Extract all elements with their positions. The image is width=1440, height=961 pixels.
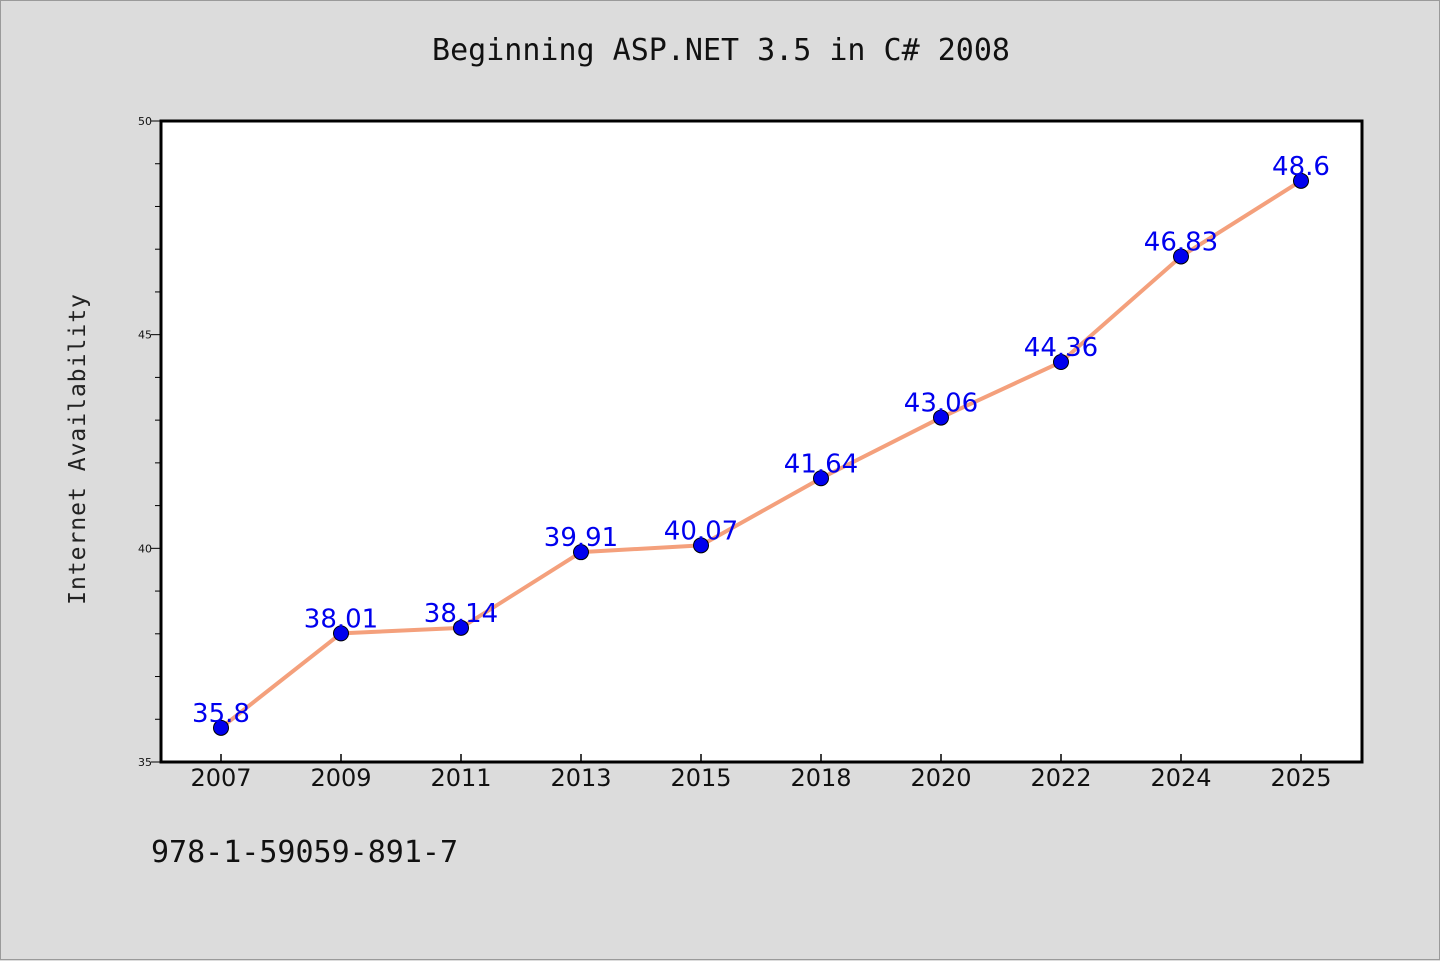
x-tick-label: 2022 (1030, 764, 1091, 792)
data-label: 48.6 (1272, 152, 1330, 182)
x-tick-label: 2018 (790, 764, 851, 792)
x-axis: 2007 2009 2011 2013 2015 2018 2020 2022 2024 2025 (190, 754, 1332, 792)
chart-title: Beginning ASP.NET 3.5 in C# 2008 (432, 33, 1010, 68)
data-label: 44.36 (1024, 333, 1098, 363)
data-label: 39.91 (544, 523, 618, 553)
data-label: 41.64 (784, 449, 858, 479)
data-labels: 35.8 38.01 38.14 39.91 40.07 41.64 43.06 44.36 4… (192, 152, 1330, 729)
data-label: 38.01 (304, 604, 378, 634)
x-tick-label: 2007 (190, 764, 251, 792)
data-point (933, 409, 949, 426)
x-tick-label: 2020 (910, 764, 971, 792)
series-markers (213, 172, 1309, 736)
y-tick-label: 50 (138, 115, 152, 128)
x-tick-label: 2011 (430, 764, 491, 792)
y-tick-label: 35 (138, 756, 152, 769)
data-label: 38.14 (424, 599, 498, 629)
plot-frame (159, 119, 1364, 764)
isbn-footer: 978-1-59059-891-7 (151, 835, 459, 870)
x-tick-label: 2024 (1150, 764, 1211, 792)
x-tick-label: 2009 (310, 764, 371, 792)
data-label: 40.07 (664, 516, 738, 546)
data-point (1173, 248, 1189, 265)
data-point (213, 719, 229, 736)
data-point (1053, 354, 1069, 371)
y-tick-label: 40 (138, 542, 152, 555)
data-point (453, 619, 469, 636)
x-tick-label: 2025 (1270, 764, 1331, 792)
data-point (813, 470, 829, 487)
series-line (219, 179, 1303, 730)
data-point (693, 537, 709, 554)
data-label: 43.06 (904, 389, 978, 419)
x-tick-label: 2015 (670, 764, 731, 792)
y-tick-label: 45 (138, 329, 152, 342)
x-tick-label: 2013 (550, 764, 611, 792)
data-point (333, 625, 349, 642)
y-axis: 35 40 45 50 (138, 115, 161, 769)
data-point (573, 544, 589, 561)
data-label: 35.8 (192, 699, 250, 729)
data-label: 46.83 (1144, 227, 1218, 257)
data-point (1293, 172, 1309, 189)
